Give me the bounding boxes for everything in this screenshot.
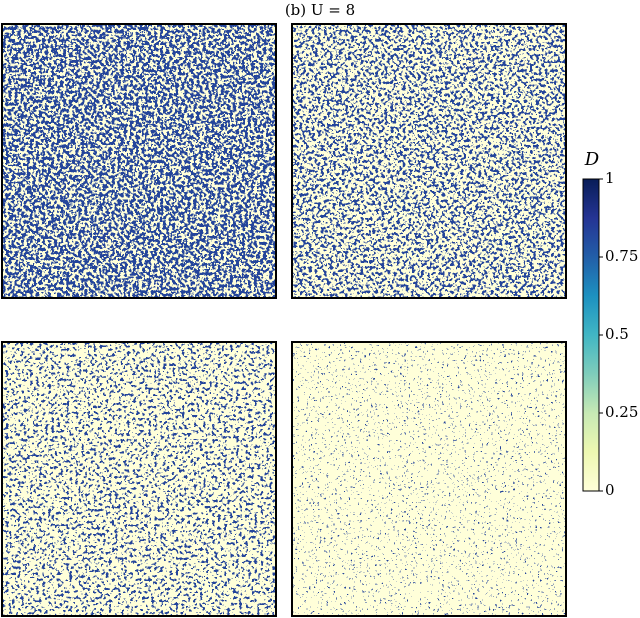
heatmap-cells (2, 342, 276, 616)
colorbar-tick-label: 0.5 (605, 325, 629, 343)
heatmap-frame (291, 23, 567, 299)
colorbar-tick-label: 0.25 (605, 403, 638, 421)
heatmap-cells (2, 24, 276, 298)
heatmap-frame (291, 341, 567, 617)
heatmap-frame (1, 23, 277, 299)
colorbar-tick-label: 1 (605, 169, 615, 187)
colorbar-gradient (582, 178, 600, 492)
colorbar-tick-label: 0 (605, 481, 615, 499)
heatmap-cells (292, 342, 566, 616)
chart-title: (b) U = 8 (285, 1, 355, 19)
colorbar-tick-label: 0.75 (605, 247, 638, 265)
colorbar-label: D (584, 149, 600, 170)
colorbar: 0 0.25 0.5 0.75 1 (582, 169, 638, 499)
panels (1, 23, 567, 617)
heatmap-cells (292, 24, 566, 298)
heatmap-frame (1, 341, 277, 617)
